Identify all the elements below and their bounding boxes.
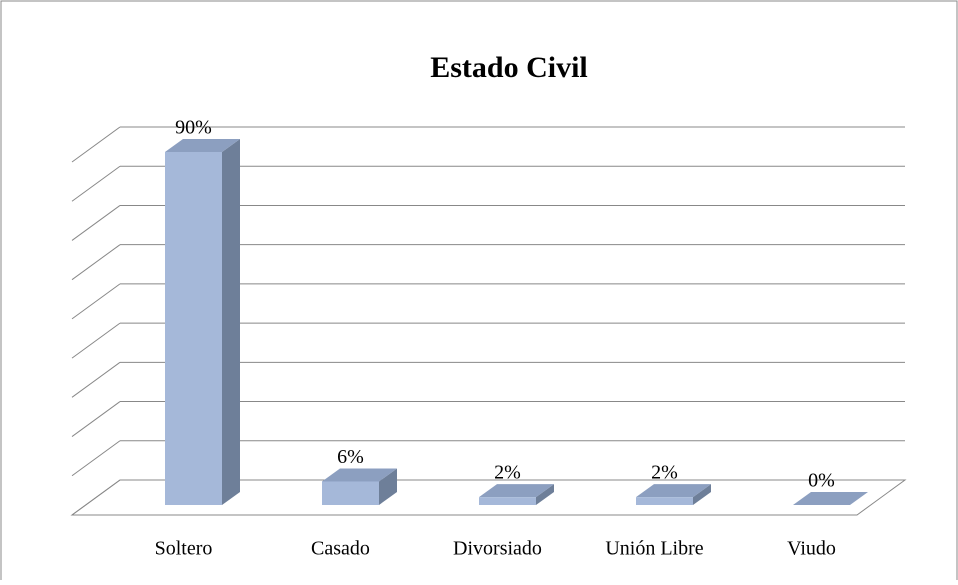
x-tick-label: Casado: [311, 538, 370, 560]
bar-side: [693, 484, 711, 505]
x-tick-label: Divorsiado: [453, 538, 542, 560]
bar-side: [536, 484, 554, 505]
value-label: 0%: [808, 470, 835, 492]
bar-side: [222, 139, 240, 505]
side-grid-line: [71, 165, 121, 202]
side-grid-line: [71, 440, 121, 477]
bar-top: [322, 468, 397, 482]
bar-top: [165, 139, 240, 152]
side-grid-line: [71, 205, 121, 241]
bar-top: [793, 492, 868, 505]
bar-top: [636, 484, 711, 498]
bar-top: [479, 484, 554, 498]
side-grid-line: [71, 361, 121, 398]
side-grid-line: [71, 244, 121, 281]
bar-front: [479, 497, 536, 505]
x-tick-label: Soltero: [155, 538, 213, 560]
value-label: 2%: [494, 462, 521, 484]
chart-title: Estado Civil: [430, 51, 588, 84]
side-grid-line: [71, 401, 121, 437]
side-grid-line: [71, 283, 121, 320]
bar-front: [165, 152, 222, 505]
side-grid-line: [71, 322, 121, 359]
bar-side: [379, 468, 397, 505]
value-label: 6%: [337, 446, 364, 468]
bar: [322, 468, 397, 505]
side-grid-line: [71, 479, 121, 516]
bar-front: [322, 481, 379, 505]
bar-front: [636, 497, 693, 505]
x-tick-label: Unión Libre: [605, 538, 703, 560]
x-tick-label: Viudo: [787, 538, 836, 560]
value-label: 2%: [651, 462, 678, 484]
bar: [479, 484, 554, 505]
bar: [165, 139, 240, 505]
bar: [636, 484, 711, 505]
bar: [793, 492, 868, 505]
side-grid-line: [71, 126, 121, 163]
value-label: 90%: [175, 117, 212, 139]
